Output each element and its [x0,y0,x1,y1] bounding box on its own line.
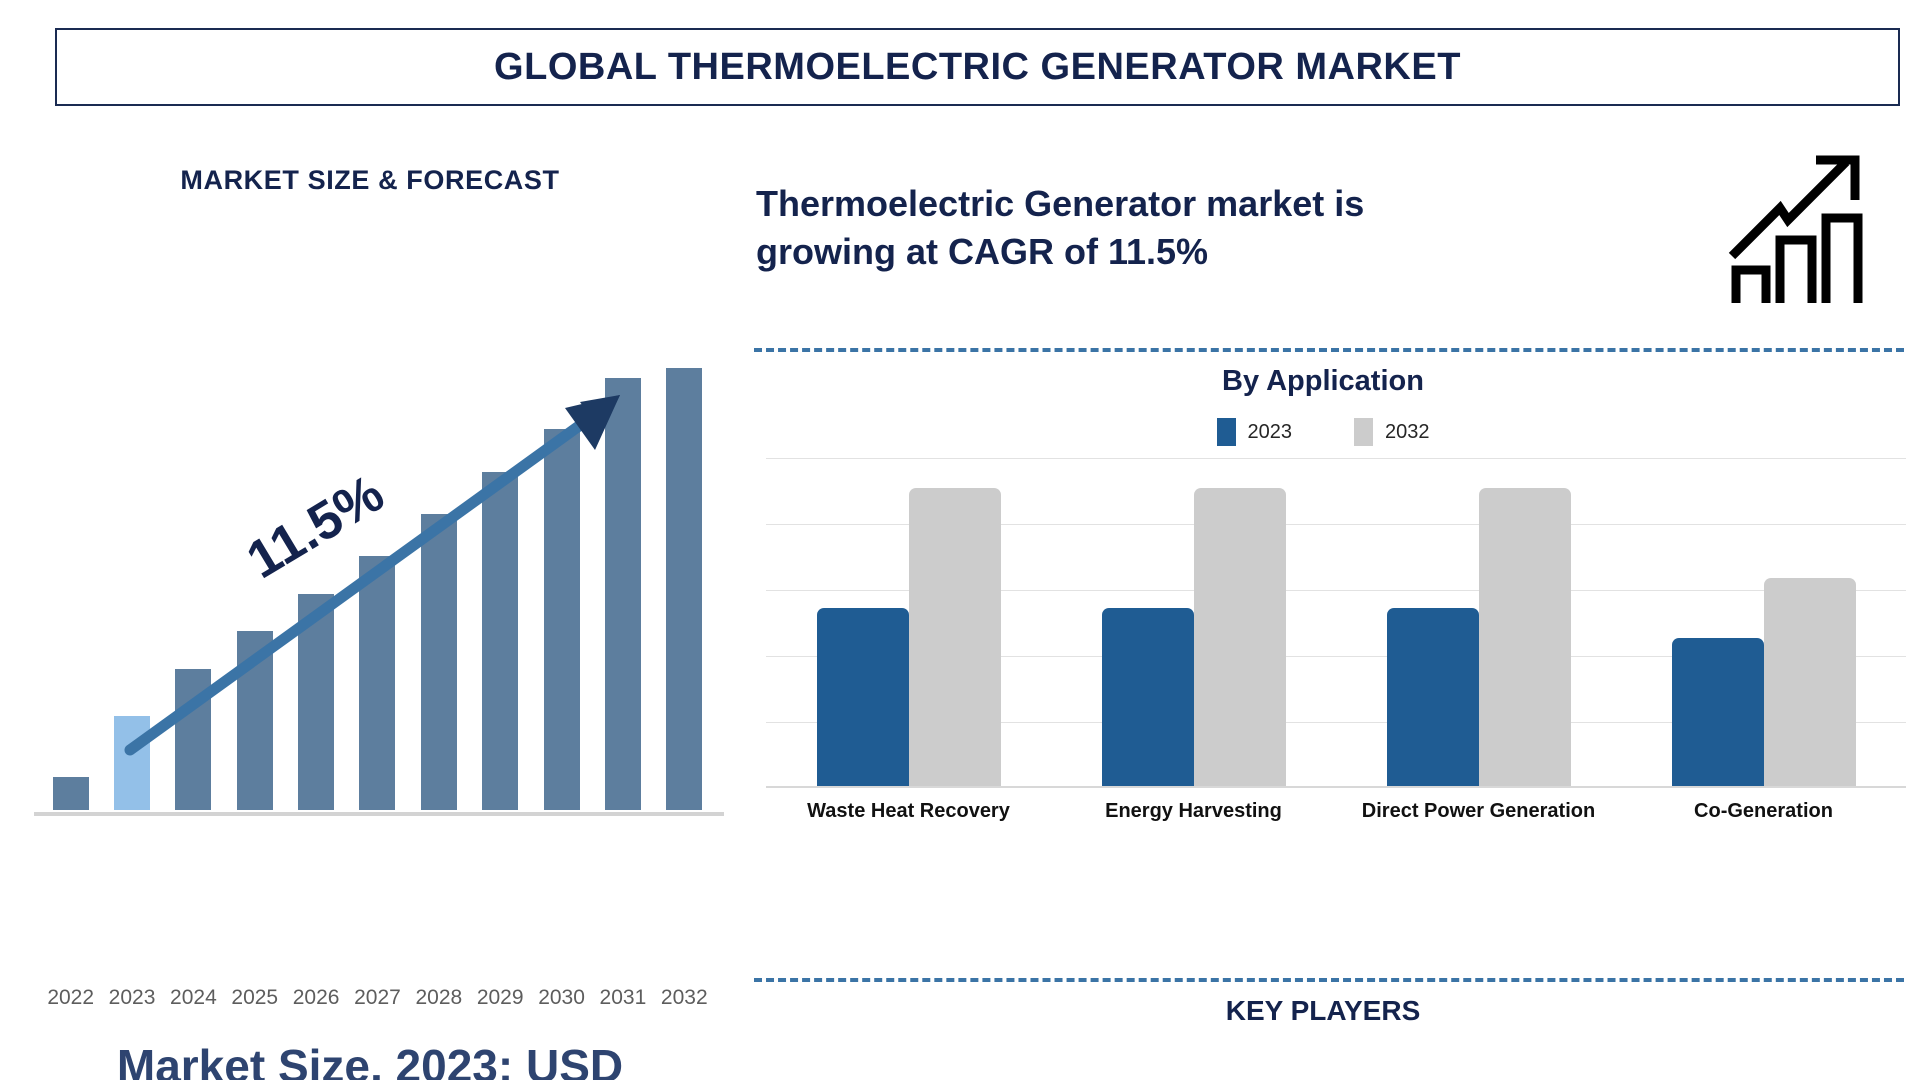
chart-gridline [766,656,1906,657]
market-size-year-label: 2028 [415,986,463,1009]
chart-gridline [766,524,1906,525]
chart-gridlines [766,458,1906,788]
logo-cell-ferrotec: Ferro Tec Ferrotec Holdings Corporation [1521,1060,1908,1080]
market-size-bar-slot [40,340,101,810]
by-application-chart [766,458,1906,788]
key-players-logos: GENTHERM C HERENT Ferro Tec F [748,1060,1908,1080]
legend-item[interactable]: 2023 [1216,418,1293,446]
legend-label: 2032 [1385,420,1430,443]
chart-baseline [766,786,1906,788]
market-size-bar [52,777,89,810]
by-application-bar [816,608,909,788]
chart-gridline [766,458,1906,459]
market-size-axis-line [34,812,724,816]
market-size-bar-slot [285,340,346,810]
market-size-bar-slot [592,340,653,810]
by-application-group [766,458,1051,788]
right-panel-headline: Thermoelectric Generator market is growi… [756,180,1706,275]
market-size-year-label: 2029 [476,986,524,1009]
legend-label: 2023 [1247,420,1293,443]
by-application-bar-groups [766,458,1906,788]
market-size-bar [236,631,273,810]
logo-cell-gentherm: GENTHERM [748,1060,1135,1080]
by-application-bar [1386,608,1479,788]
market-size-bar-slot [470,340,531,810]
by-application-category-labels: Waste Heat Recovery Energy Harvesting Dire… [766,800,1906,823]
market-size-bars [40,340,715,810]
by-application-bar [1478,488,1571,788]
by-application-bar [1763,578,1856,788]
by-application-bar [1671,638,1764,788]
left-panel-heading: MARKET SIZE & FORECAST [180,165,560,195]
market-size-year-label: 2032 [660,986,708,1009]
market-size-year-label: 2024 [170,986,217,1009]
legend-swatch [1216,418,1236,446]
by-application-bar [1101,608,1194,788]
by-application-legend: 2023 2032 [748,418,1898,446]
chart-gridline [766,590,1906,591]
market-size-bar-slot [163,340,224,810]
market-size-year-label: 2025 [231,986,279,1009]
legend-swatch [1354,418,1373,446]
by-application-category-label: Energy Harvesting [1105,800,1282,822]
by-application-category-label: Waste Heat Recovery [807,800,1010,822]
chart-gridline [766,722,1906,723]
headline-line-2: growing at CAGR of 11.5% [756,230,1209,272]
market-size-bar [666,368,703,810]
market-size-bar [482,471,519,810]
market-size-panel: MARKET SIZE & FORECAST 2022 2023 2024 2025 2… [0,140,740,1080]
market-size-bar [543,429,580,810]
market-size-bar-slot [347,340,408,810]
market-size-bar-slot [654,340,715,810]
market-size-bar [298,593,335,810]
headline-line-1: Thermoelectric Generator market is [756,183,1365,224]
market-size-bar-slot [531,340,592,810]
by-application-bar [908,488,1001,788]
key-players-title: KEY PLAYERS [1225,995,1421,1026]
by-application-group [1336,458,1621,788]
by-application-group [1621,458,1906,788]
legend-item[interactable]: 2032 [1354,418,1430,446]
market-size-bar-slot [101,340,162,810]
bar-chart-growth-icon [1728,155,1863,303]
page-title: GLOBAL THERMOELECTRIC GENERATOR MARKET [494,45,1461,88]
right-panel: Thermoelectric Generator market is growi… [748,140,1920,1070]
by-application-category-label: Direct Power Generation [1361,800,1596,822]
divider-bottom [754,978,1904,982]
market-size-bar-slot [408,340,469,810]
market-size-bar [604,377,641,810]
market-size-year-label: 2026 [292,986,340,1009]
by-application-bar [1193,488,1286,788]
market-size-forecast-chart: 2022 2023 2024 2025 2026 2027 2028 2029 2030 2031… [20,310,724,1009]
by-application-title: By Application [1222,365,1424,397]
market-size-bar [114,716,151,810]
market-size-bar [359,556,396,810]
title-banner: GLOBAL THERMOELECTRIC GENERATOR MARKET [55,28,1900,106]
by-application-group [1051,458,1336,788]
by-application-category-label: Co-Generation [1694,800,1833,822]
market-size-year-label: 2023 [108,986,156,1009]
market-size-year-label: 2027 [354,986,401,1009]
divider-top [754,348,1904,352]
market-size-footer: Market Size, 2023: USD 651.5 Million [10,1040,730,1080]
market-size-year-label: 2030 [538,986,585,1009]
logo-cell-coherent: C HERENT [1135,1060,1522,1080]
market-size-bar [175,669,212,810]
market-size-bar [420,513,457,810]
market-size-footer-line1: Market Size, 2023: USD [116,1040,624,1080]
market-size-year-label: 2022 [47,986,95,1009]
market-size-year-labels: 2022 2023 2024 2025 2026 2027 2028 2029 2030 2031… [40,986,715,1010]
market-size-year-label: 2031 [599,986,647,1009]
